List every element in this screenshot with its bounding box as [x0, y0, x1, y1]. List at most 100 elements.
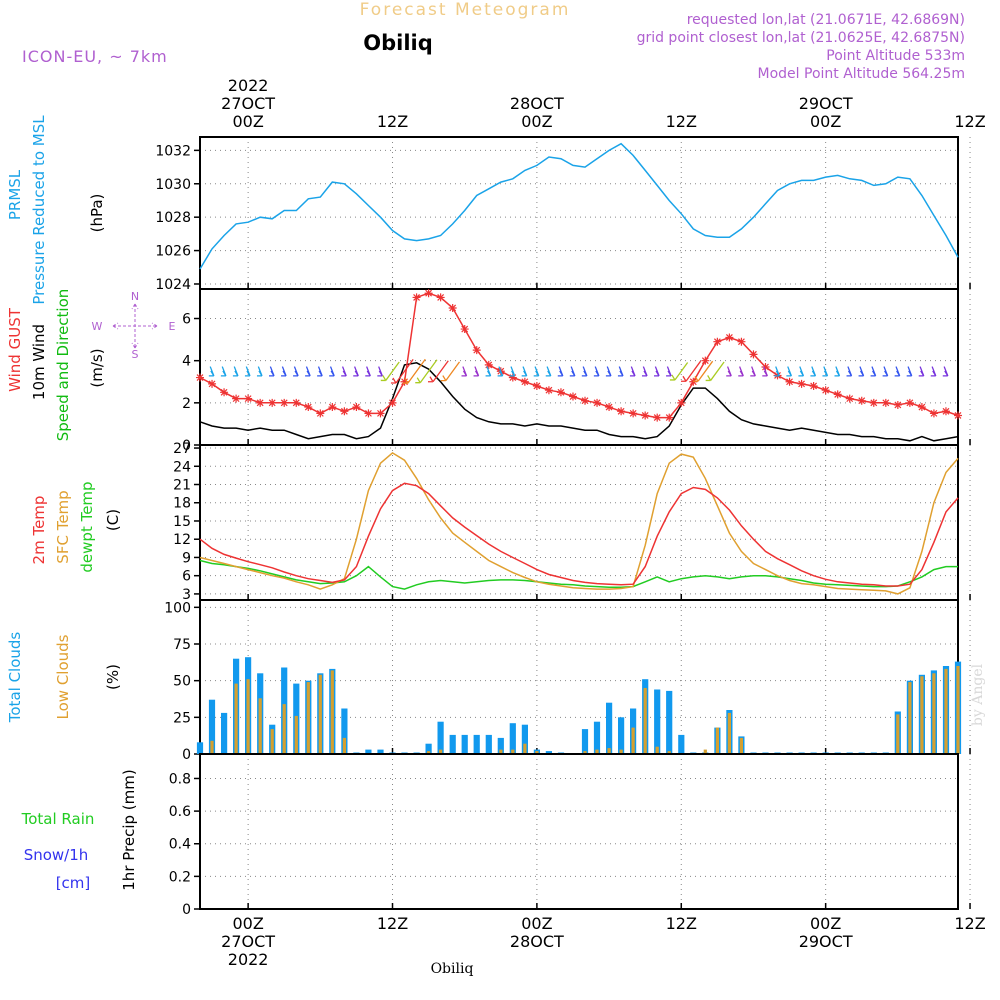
low-cloud-bar: [427, 751, 431, 754]
total-cloud-bar: [425, 743, 432, 754]
gust-marker: [340, 407, 349, 416]
gust-marker: [725, 333, 734, 342]
gust-marker: [304, 403, 313, 412]
gust-marker: [893, 400, 902, 409]
gust-marker: [954, 411, 962, 420]
low-cloud-bar: [631, 727, 635, 754]
gust-marker: [845, 394, 854, 403]
clouds-label-unit: (%): [104, 664, 122, 690]
low-cloud-bar: [655, 746, 659, 754]
total-cloud-bar: [509, 723, 516, 754]
wind-arrow: [697, 360, 714, 382]
y-tick-label: 1026: [155, 244, 191, 260]
pressure-line: [199, 142, 959, 270]
wind-arrowhead: [533, 370, 540, 377]
wind-arrowhead: [293, 370, 299, 377]
total-cloud-bar: [545, 751, 552, 754]
precip-label-snow: Snow/1h: [24, 846, 89, 864]
gust-marker: [508, 373, 517, 382]
gust-marker: [593, 398, 602, 407]
wind-arrow: [685, 360, 702, 382]
gust-marker: [833, 390, 842, 399]
compass-s: S: [132, 348, 139, 361]
temp-label-unit: (C): [104, 509, 122, 531]
bottom-axis-label: 12Z: [666, 914, 697, 933]
wind-arrow: [674, 362, 689, 381]
total-cloud-bar: [666, 690, 673, 754]
model-altitude: Model Point Altitude 564.25m: [758, 66, 965, 82]
total-cloud-bar: [365, 749, 372, 754]
wind-arrowhead: [440, 375, 447, 382]
low-cloud-bar: [439, 749, 443, 754]
low-cloud-bar: [932, 673, 936, 754]
gust-marker: [785, 377, 794, 386]
wind-arrowhead: [557, 370, 564, 377]
point-altitude: Point Altitude 533m: [826, 48, 965, 64]
wind-arrowhead: [353, 370, 359, 377]
gust-marker: [629, 409, 638, 418]
wind-arrowhead: [427, 376, 434, 383]
total-cloud-bar: [593, 721, 601, 754]
low-cloud-bar: [956, 666, 960, 754]
y-tick-label: 0.4: [169, 837, 191, 853]
low-cloud-bar: [667, 751, 671, 754]
watermark: by Angel: [970, 663, 986, 726]
y-tick-label: 2: [182, 396, 191, 412]
low-cloud-bar: [715, 727, 719, 754]
wind-arrowhead: [617, 370, 624, 377]
gust-marker: [532, 381, 541, 390]
gust-marker: [520, 377, 529, 386]
gust-marker: [424, 289, 433, 298]
bottom-axis-label: 00Z: [521, 914, 552, 933]
top-axis-label: 00Z: [521, 112, 552, 131]
gust-marker: [653, 413, 662, 422]
bottom-axis-label: 00Z: [810, 914, 841, 933]
wind-arrowhead: [834, 370, 841, 377]
wind-arrowhead: [521, 370, 528, 377]
meteogram-title: Forecast Meteogram: [360, 0, 571, 20]
wind-arrowhead: [762, 370, 768, 377]
total-cloud-bar: [654, 689, 661, 754]
panel-frame: [199, 288, 959, 446]
y-tick-label: 0: [182, 747, 191, 763]
low-cloud-bar: [499, 749, 503, 754]
y-tick-label: 15: [173, 514, 191, 530]
gust-marker: [761, 363, 770, 371]
wind-label-speed-dir: Speed and Direction: [54, 289, 72, 442]
total-cloud-bar: [341, 708, 348, 754]
clouds-label-low: Low Clouds: [54, 634, 72, 719]
low-cloud-bar: [535, 751, 539, 754]
y-tick-label: 1030: [155, 177, 191, 193]
wind-arrowhead: [485, 370, 492, 377]
wind-arrowhead: [726, 370, 732, 377]
panel-frame: [199, 753, 959, 910]
top-axis-label: 29OCT: [799, 94, 853, 113]
gust-marker: [929, 409, 938, 418]
wind-arrowhead: [415, 377, 421, 384]
wind-arrowhead: [798, 370, 804, 377]
panel-frame: [199, 136, 959, 290]
wind-arrowhead: [786, 370, 792, 377]
low-cloud-bar: [270, 729, 274, 754]
wind-arrowhead: [281, 370, 287, 377]
low-cloud-bar: [306, 682, 310, 754]
low-cloud-bar: [318, 674, 322, 754]
wind-arrow: [445, 361, 461, 381]
y-tick-label: 6: [182, 569, 191, 585]
wind-arrowhead: [822, 370, 829, 377]
y-tick-label: 100: [164, 600, 191, 616]
total-cloud-bar: [461, 734, 468, 754]
gust-marker: [292, 398, 301, 407]
gust-marker: [568, 392, 577, 401]
wind-arrowhead: [365, 370, 371, 377]
gust-marker: [316, 409, 325, 418]
gust-marker: [220, 388, 229, 397]
wind-arrowhead: [882, 370, 889, 377]
top-axis-label: 28OCT: [510, 94, 564, 113]
panel-frame: [199, 599, 959, 755]
low-cloud-bar: [246, 679, 250, 754]
bottom-axis-label: 29OCT: [799, 932, 853, 951]
gust-marker: [448, 303, 457, 312]
wind-arrowhead: [269, 370, 275, 377]
